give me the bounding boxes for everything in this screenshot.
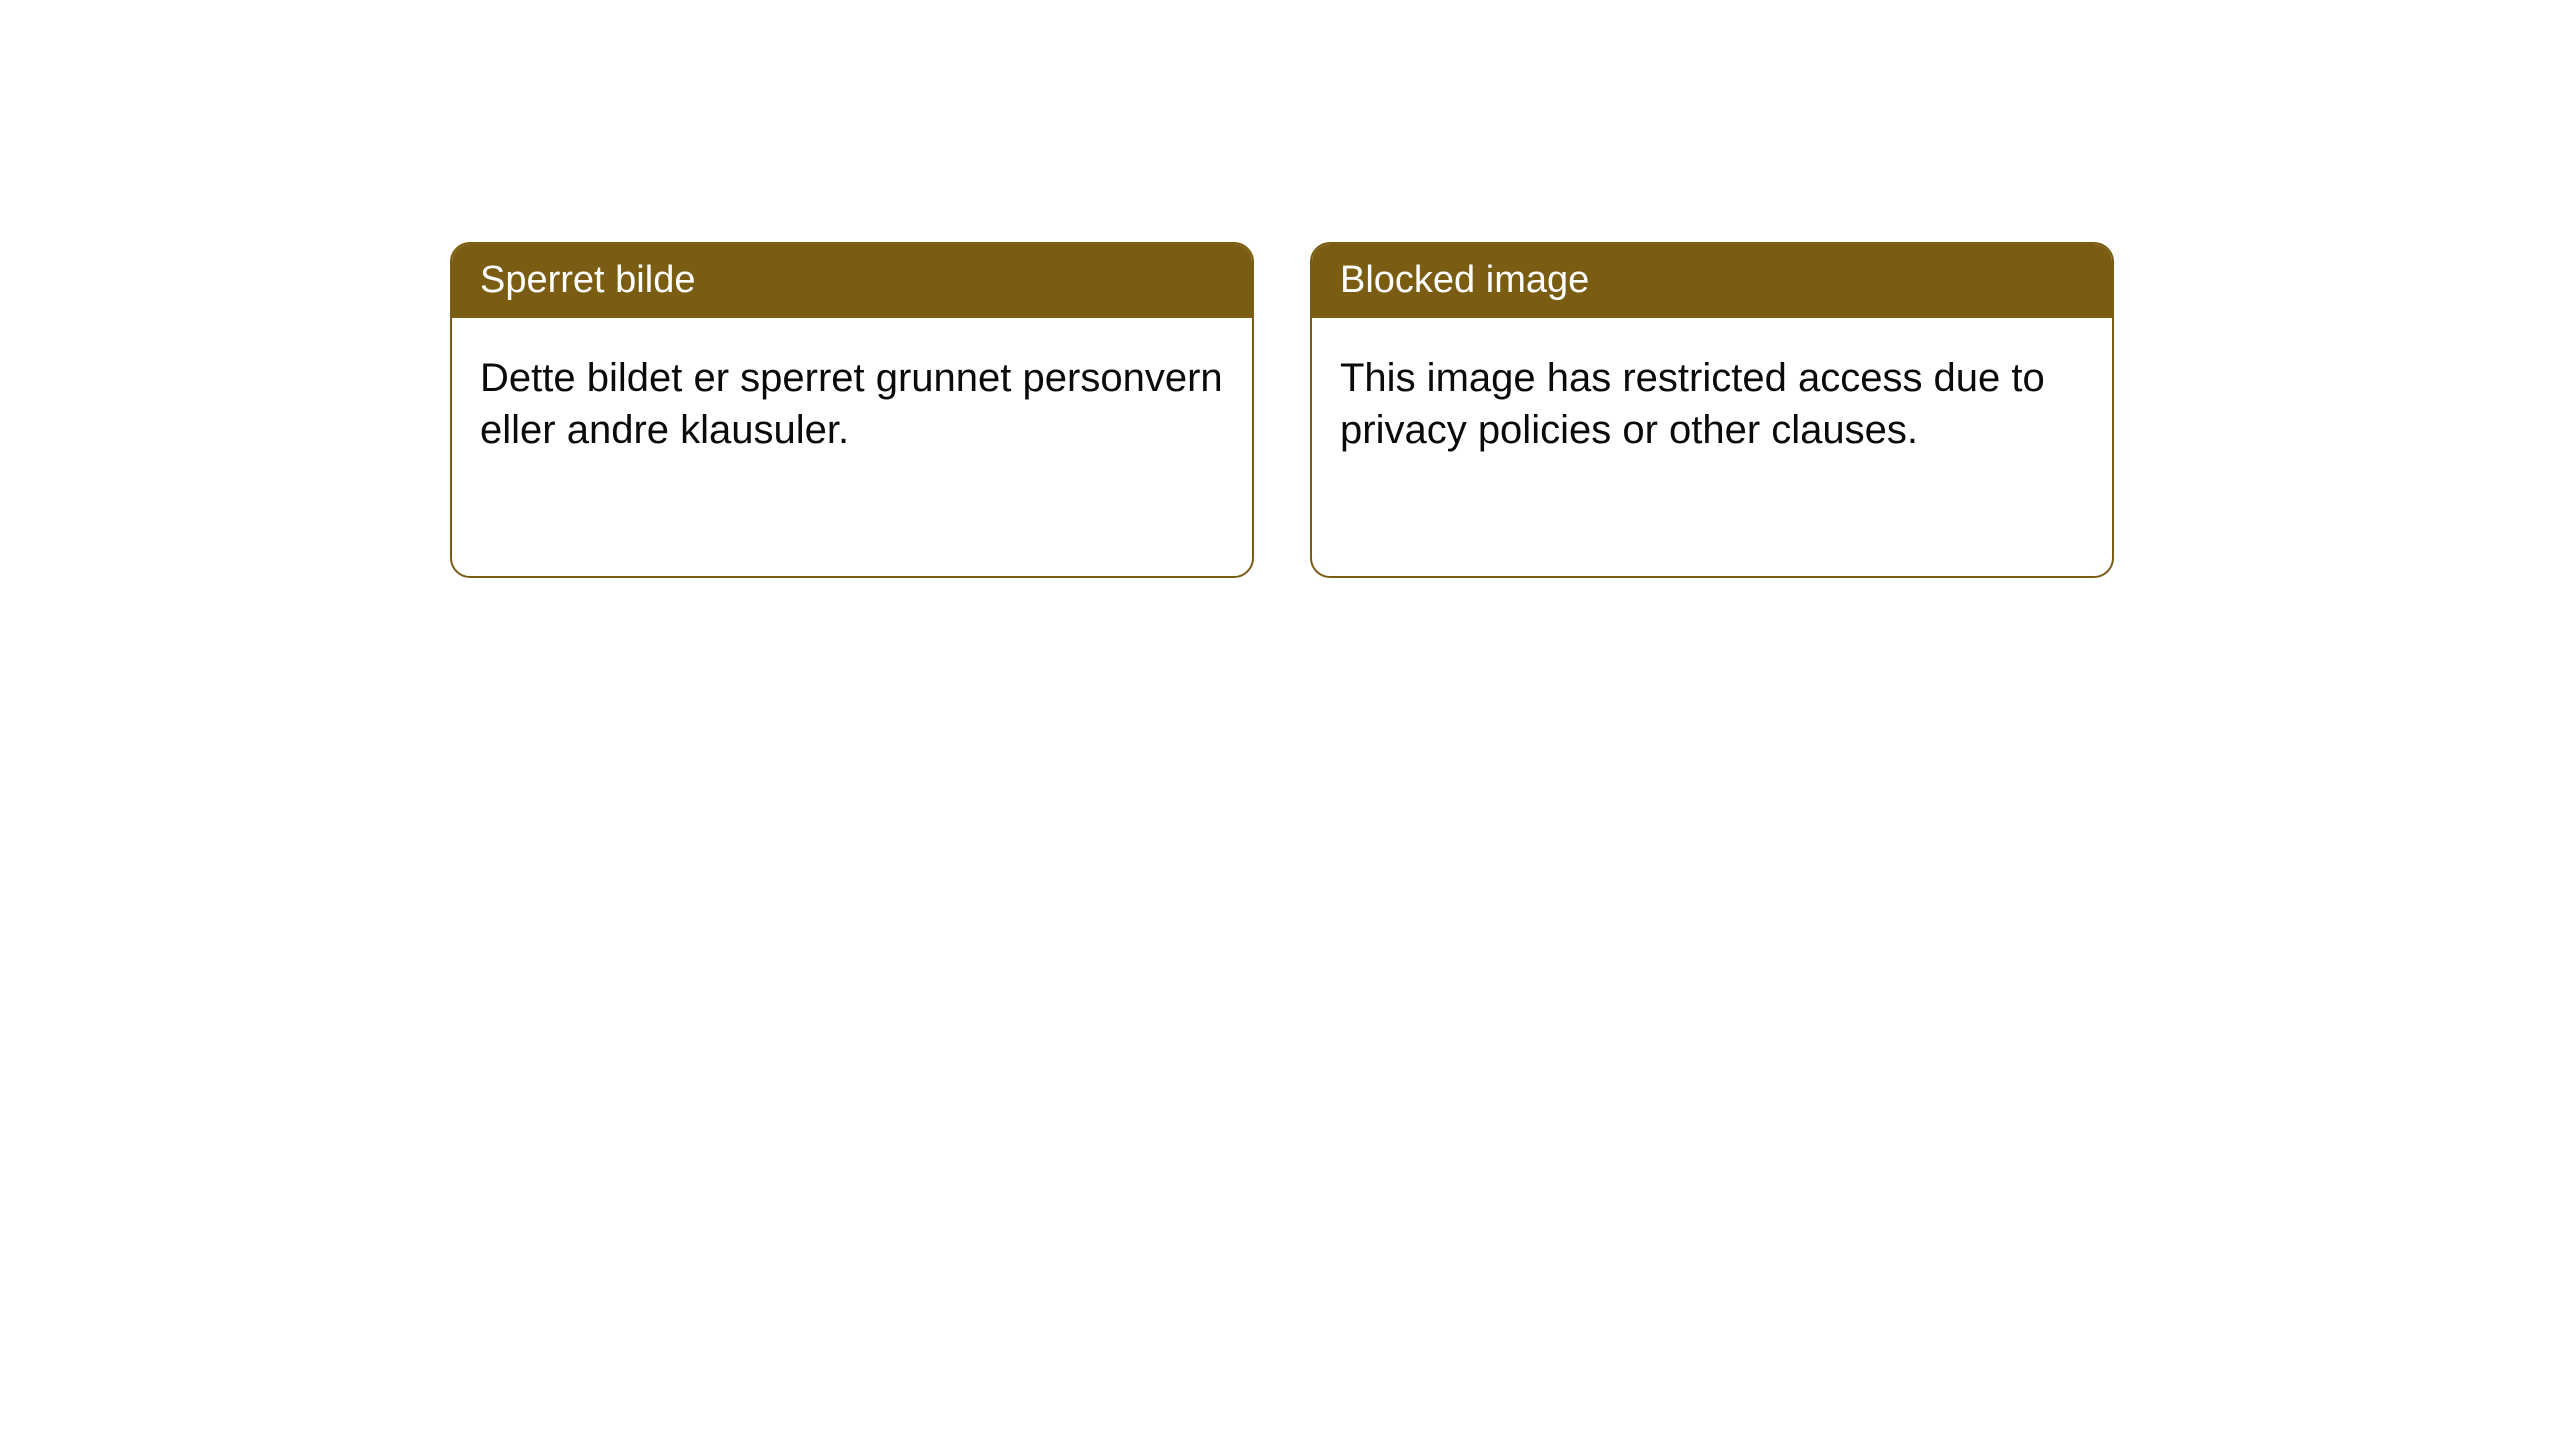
notice-title-norwegian: Sperret bilde [480,259,695,301]
notice-header-english: Blocked image [1312,244,2112,318]
notice-header-norwegian: Sperret bilde [452,244,1252,318]
notice-body-english: This image has restricted access due to … [1312,318,2112,492]
notice-text-norwegian: Dette bildet er sperret grunnet personve… [480,356,1223,453]
notice-card-norwegian: Sperret bilde Dette bildet er sperret gr… [450,242,1254,578]
notice-title-english: Blocked image [1340,259,1589,301]
notice-body-norwegian: Dette bildet er sperret grunnet personve… [452,318,1252,492]
notice-container: Sperret bilde Dette bildet er sperret gr… [450,242,2114,578]
notice-text-english: This image has restricted access due to … [1340,356,2045,453]
notice-card-english: Blocked image This image has restricted … [1310,242,2114,578]
